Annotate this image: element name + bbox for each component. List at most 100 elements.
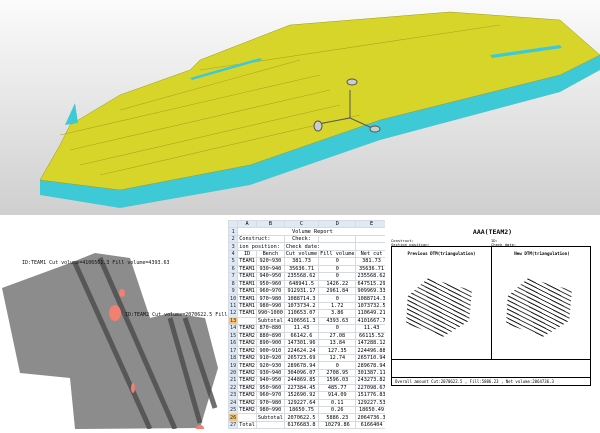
table-row[interactable]: 14 TEAM2 870~880 11.43 0 11.43 bbox=[227, 324, 388, 333]
cell[interactable] bbox=[355, 234, 388, 244]
row-number[interactable]: 1 bbox=[227, 227, 239, 236]
cell[interactable]: TEAM2 bbox=[237, 368, 257, 378]
cell[interactable]: 0 bbox=[318, 257, 357, 266]
cell[interactable]: 1426.22 bbox=[318, 279, 357, 288]
row-number[interactable]: 25 bbox=[227, 405, 239, 415]
cell[interactable]: 485.77 bbox=[318, 383, 357, 393]
cell[interactable] bbox=[237, 316, 257, 326]
cell[interactable]: 265723.69 bbox=[283, 353, 320, 363]
cell[interactable]: Check date: bbox=[283, 242, 357, 251]
cell[interactable]: 950~960 bbox=[255, 383, 285, 393]
cell[interactable]: 0 bbox=[318, 361, 357, 370]
row-number[interactable]: 17 bbox=[227, 346, 239, 355]
cell[interactable]: B bbox=[255, 219, 285, 229]
cell[interactable]: TEAM1 bbox=[237, 286, 257, 296]
cell[interactable]: 980~990 bbox=[255, 301, 285, 311]
row-number[interactable]: 2 bbox=[227, 234, 239, 244]
row-number[interactable]: 15 bbox=[227, 331, 239, 341]
cell[interactable]: Check: bbox=[283, 234, 320, 244]
cell[interactable]: 950~960 bbox=[255, 279, 285, 288]
cell[interactable]: 1073732.5 bbox=[355, 301, 388, 311]
cell[interactable]: 970~980 bbox=[255, 294, 285, 303]
cell[interactable]: 27.08 bbox=[318, 331, 357, 341]
cell[interactable]: 381.73 bbox=[283, 257, 320, 266]
cell[interactable]: 880~890 bbox=[255, 331, 285, 341]
row-number[interactable]: 14 bbox=[227, 324, 239, 333]
cell[interactable]: TEAM1 bbox=[237, 257, 257, 266]
cell[interactable]: 227098.67 bbox=[355, 383, 388, 393]
cell[interactable]: 4101667.7 bbox=[355, 316, 388, 326]
cell[interactable]: 18650.75 bbox=[283, 405, 320, 415]
row-number[interactable]: 22 bbox=[227, 383, 239, 393]
cell[interactable]: 147288.12 bbox=[355, 338, 388, 348]
cell[interactable]: 930~940 bbox=[255, 368, 285, 378]
cell[interactable]: 66115.52 bbox=[355, 331, 388, 341]
cell[interactable]: ion position: bbox=[237, 242, 285, 251]
table-row[interactable]: 24 TEAM2 970~980 129227.64 0.11 129227.53 bbox=[227, 398, 388, 407]
table-row[interactable]: 26 Subtotal 2070622.5 5886.23 2064736.3 bbox=[227, 413, 388, 422]
table-row[interactable]: 13 Subtotal 4106561.3 4393.63 4101667.7 bbox=[227, 316, 388, 326]
row-number[interactable]: 6 bbox=[227, 264, 239, 274]
cell[interactable]: 4393.63 bbox=[318, 316, 357, 326]
table-row[interactable]: 5 TEAM1 920~930 381.73 0 381.73 bbox=[227, 257, 388, 266]
volume-report-spreadsheet[interactable]: A B C D E 1 Volume Report 2 Construct: Check: 3 ion… bbox=[227, 219, 388, 430]
cell[interactable]: 227384.45 bbox=[283, 383, 320, 393]
cell[interactable]: E bbox=[355, 219, 388, 229]
cell[interactable]: 5886.23 bbox=[318, 413, 357, 422]
cell[interactable]: 914.09 bbox=[318, 391, 357, 400]
row-number[interactable]: 7 bbox=[227, 272, 239, 281]
cell[interactable]: 152690.92 bbox=[283, 391, 320, 400]
cell[interactable]: 980~990 bbox=[255, 405, 285, 415]
cell[interactable]: 1088714.3 bbox=[283, 294, 320, 303]
table-row[interactable]: 6 TEAM1 930~940 35636.71 0 35636.71 bbox=[227, 264, 388, 274]
cell[interactable]: 1596.03 bbox=[318, 376, 357, 385]
terrain-volume-map[interactable]: ID:TEAM1 Cut volume=4106561.3 Fill volum… bbox=[0, 218, 273, 431]
row-number[interactable]: 12 bbox=[227, 309, 239, 318]
row-number[interactable]: 3 bbox=[227, 242, 239, 251]
cell[interactable]: 970~980 bbox=[255, 398, 285, 407]
cell[interactable]: 304096.07 bbox=[283, 368, 320, 378]
cell[interactable]: TEAM2 bbox=[237, 376, 257, 385]
table-row[interactable]: 17 TEAM2 900~910 224624.24 127.35 224496.88 bbox=[227, 346, 388, 355]
cell[interactable]: 35636.71 bbox=[355, 264, 388, 274]
table-row[interactable]: 15 TEAM2 880~890 66142.6 27.08 66115.52 bbox=[227, 331, 388, 341]
cell[interactable]: 1073734.2 bbox=[283, 301, 320, 311]
cell[interactable]: 1088714.3 bbox=[355, 294, 388, 303]
cell[interactable]: 244869.85 bbox=[283, 376, 320, 385]
cell[interactable]: 235568.62 bbox=[283, 272, 320, 281]
info-row[interactable]: 2 Construct: Check: bbox=[227, 234, 388, 244]
cell[interactable]: TEAM2 bbox=[237, 346, 257, 355]
cell[interactable]: 960~970 bbox=[255, 391, 285, 400]
cell[interactable]: 2708.95 bbox=[318, 368, 357, 378]
cell[interactable]: 301387.11 bbox=[355, 368, 388, 378]
table-row[interactable]: 21 TEAM2 940~950 244869.85 1596.03 243273.82 bbox=[227, 376, 388, 385]
cell[interactable]: TEAM2 bbox=[237, 361, 257, 370]
cell[interactable]: 890~900 bbox=[255, 338, 285, 348]
row-number[interactable]: 10 bbox=[227, 294, 239, 303]
cell[interactable]: 243273.82 bbox=[355, 376, 388, 385]
axis-gizmo[interactable] bbox=[313, 78, 381, 133]
cell[interactable]: ID bbox=[237, 249, 257, 259]
3d-terrain-view[interactable] bbox=[0, 0, 600, 215]
cell[interactable]: 6176683.8 bbox=[283, 420, 320, 430]
row-number[interactable]: 23 bbox=[227, 391, 239, 400]
cell[interactable]: TEAM1 bbox=[237, 294, 257, 303]
cell[interactable]: Fill volume bbox=[318, 249, 357, 259]
cell[interactable] bbox=[355, 242, 388, 251]
table-row[interactable]: 9 TEAM1 960~970 912931.17 2961.84 909969.33 bbox=[227, 286, 388, 296]
cell[interactable]: 129227.64 bbox=[283, 398, 320, 407]
cell[interactable]: C bbox=[283, 219, 320, 229]
cell[interactable]: Net cut bbox=[355, 249, 388, 259]
cell[interactable]: 289678.94 bbox=[355, 361, 388, 370]
cell[interactable]: 265710.94 bbox=[355, 353, 388, 363]
cell[interactable]: 381.73 bbox=[355, 257, 388, 266]
cell[interactable]: Bench bbox=[255, 249, 285, 259]
cell[interactable]: 224496.88 bbox=[355, 346, 388, 355]
row-number[interactable]: 27 bbox=[227, 420, 239, 430]
cell[interactable]: 0.26 bbox=[318, 405, 357, 415]
table-row[interactable]: 22 TEAM2 950~960 227384.45 485.77 227098.67 bbox=[227, 383, 388, 393]
cell[interactable]: 870~880 bbox=[255, 324, 285, 333]
info-row[interactable]: 3 ion position: Check date: bbox=[227, 242, 388, 251]
table-row[interactable]: 8 TEAM1 950~960 648941.5 1426.22 647515.29 bbox=[227, 279, 388, 288]
cell[interactable]: 11.43 bbox=[283, 324, 320, 333]
